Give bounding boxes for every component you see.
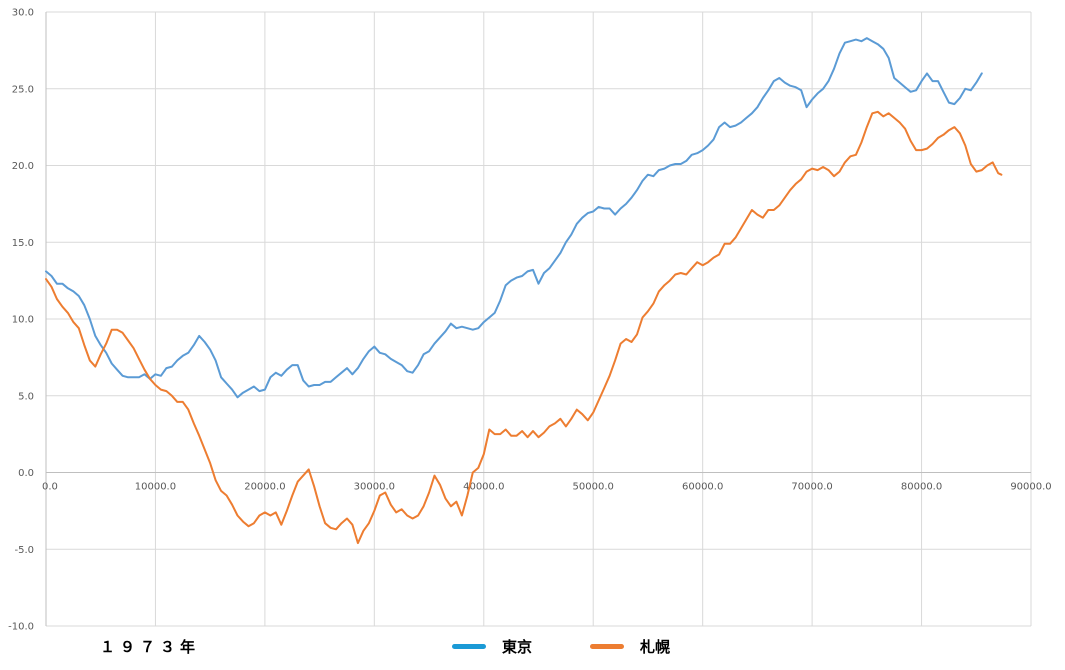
x-tick-label: 90000.0 xyxy=(1010,482,1051,493)
legend-item-sapporo: 札幌 xyxy=(590,636,670,657)
y-tick-label: 10.0 xyxy=(12,315,34,326)
legend-label-sapporo: 札幌 xyxy=(640,638,671,656)
axes xyxy=(45,12,1031,626)
x-tick-label: 0.0 xyxy=(42,482,58,493)
x-tick-label: 60000.0 xyxy=(682,482,723,493)
x-tick-label: 20000.0 xyxy=(244,482,285,493)
data-series xyxy=(45,37,1003,545)
y-tick-label: 5.0 xyxy=(18,391,34,402)
gridlines xyxy=(46,11,1032,627)
y-tick-label: 20.0 xyxy=(12,161,34,172)
y-tick-label: 25.0 xyxy=(12,84,34,95)
y-tick-label: -5.0 xyxy=(14,545,34,556)
x-tick-label: 40000.0 xyxy=(463,482,504,493)
x-tick-label: 70000.0 xyxy=(791,482,832,493)
series-line-sapporo xyxy=(45,110,1003,545)
x-tick-label: 50000.0 xyxy=(573,482,614,493)
y-tick-label: 30.0 xyxy=(12,8,34,19)
y-tick-label: 0.0 xyxy=(18,468,34,479)
y-tick-label: -10.0 xyxy=(8,622,34,633)
x-tick-label: 30000.0 xyxy=(354,482,395,493)
series-line-tokyo xyxy=(45,37,983,399)
chart-caption: １９７３年 xyxy=(100,638,201,656)
tick-labels: -10.0 -5.0 0.0 5.0 10.0 15.0 20.0 25.0 30.0 0.0 10… xyxy=(8,8,1052,633)
x-tick-label: 80000.0 xyxy=(901,482,942,493)
legend-item-tokyo: 東京 xyxy=(452,636,532,657)
legend-swatch-sapporo xyxy=(590,644,624,649)
x-tick-label: 10000.0 xyxy=(135,482,176,493)
legend-label-tokyo: 東京 xyxy=(502,638,533,656)
legend-swatch-tokyo xyxy=(452,644,486,649)
y-tick-label: 15.0 xyxy=(12,238,34,249)
